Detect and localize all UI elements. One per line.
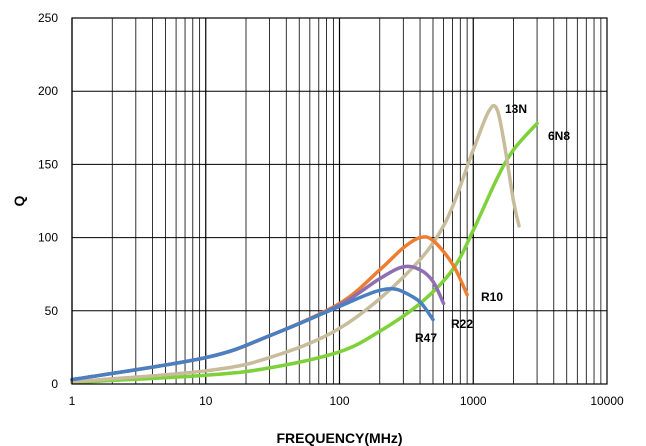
series-label-r22: R22 bbox=[451, 317, 473, 331]
series-line-13n bbox=[70, 103, 521, 384]
x-tick-label: 1 bbox=[69, 394, 76, 408]
x-tick-label: 10000 bbox=[590, 394, 624, 408]
series-line-r47 bbox=[70, 287, 435, 382]
series-line-6n8 bbox=[70, 121, 539, 385]
series-group bbox=[70, 103, 539, 385]
series-label-r10: R10 bbox=[481, 290, 503, 304]
y-tick-label: 100 bbox=[38, 231, 58, 245]
x-tick-label: 1000 bbox=[460, 394, 487, 408]
y-tick-label: 0 bbox=[51, 377, 58, 391]
series-label-r47: R47 bbox=[415, 331, 437, 345]
tick-labels: 1 10 100 1000 10000 0 50 100 150 200 250 bbox=[38, 11, 624, 408]
x-tick-label: 100 bbox=[329, 394, 349, 408]
y-tick-label: 200 bbox=[38, 84, 58, 98]
x-axis-title: FREQUENCY(MHz) bbox=[277, 430, 403, 446]
series-labels: 6N8 13N R10 R22 R47 bbox=[415, 102, 570, 345]
plot-frame bbox=[71, 17, 608, 385]
y-axis-title: Q bbox=[11, 195, 27, 206]
series-label-13n: 13N bbox=[505, 102, 527, 116]
y-tick-label: 50 bbox=[45, 304, 59, 318]
y-tick-label: 250 bbox=[38, 11, 58, 25]
y-tick-label: 150 bbox=[38, 157, 58, 171]
series-label-6n8: 6N8 bbox=[548, 129, 570, 143]
x-tick-label: 10 bbox=[199, 394, 213, 408]
